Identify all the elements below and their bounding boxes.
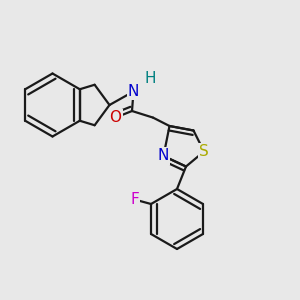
Text: F: F [130, 192, 139, 207]
Text: N: N [128, 84, 139, 99]
Text: O: O [110, 110, 122, 125]
Text: H: H [144, 71, 156, 86]
Text: S: S [199, 144, 209, 159]
Text: N: N [158, 148, 169, 164]
